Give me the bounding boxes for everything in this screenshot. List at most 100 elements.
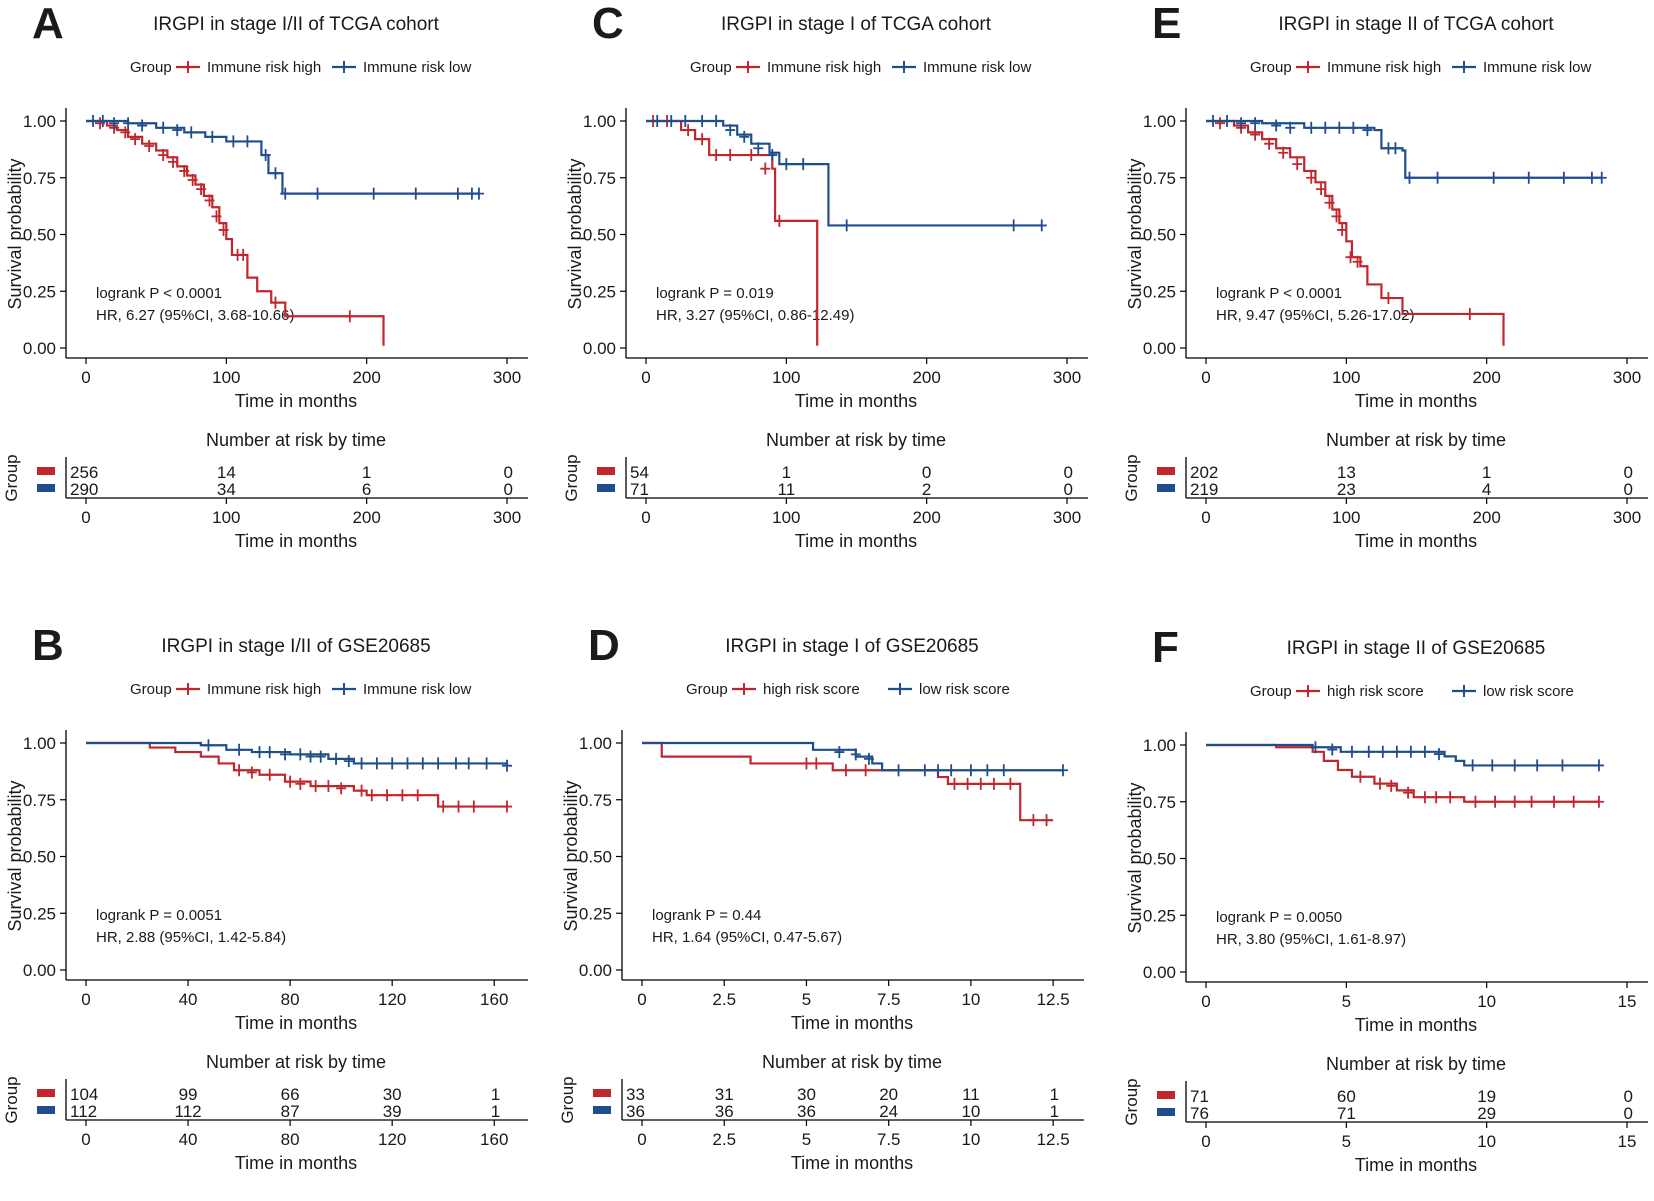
censor-mark-low xyxy=(1036,219,1047,232)
risk-count-high: 1 xyxy=(1482,463,1491,482)
chart-title: IRGPI in stage I/II of TCGA cohort xyxy=(153,14,440,35)
censor-mark-high xyxy=(760,162,771,175)
risk-count-low: 34 xyxy=(217,480,236,499)
risk-count-high: 71 xyxy=(1190,1087,1209,1106)
km-panel-c: C IRGPI in stage I of TCGA cohort Group Imm… xyxy=(562,0,1088,551)
risk-count-low: 71 xyxy=(630,480,649,499)
risk-swatch-low xyxy=(37,484,55,492)
panel-letter: C xyxy=(592,0,624,48)
risk-x-tick-label: 12.5 xyxy=(1037,1130,1070,1149)
x-tick-label: 100 xyxy=(1332,368,1360,387)
risk-table-title: Number at risk by time xyxy=(766,430,946,450)
risk-count-low: 36 xyxy=(715,1102,734,1121)
censor-mark-low xyxy=(893,764,904,777)
censor-mark-low xyxy=(1596,171,1607,184)
risk-count-high: 33 xyxy=(626,1085,645,1104)
x-axis-label: Time in months xyxy=(1355,391,1477,411)
y-tick-label: 0.75 xyxy=(583,169,616,188)
censor-mark-high xyxy=(1337,223,1348,236)
risk-count-high: 0 xyxy=(922,463,931,482)
km-curve-high xyxy=(86,119,385,346)
panel-letter: E xyxy=(1152,0,1181,48)
y-axis-label: Survival probability xyxy=(565,158,585,309)
censor-mark-low xyxy=(1327,743,1338,756)
km-curve-low xyxy=(1206,119,1602,179)
censor-mark-low xyxy=(254,746,265,759)
censor-mark-high xyxy=(1386,779,1397,792)
censor-mark-high xyxy=(1464,307,1475,320)
risk-x-tick-label: 5 xyxy=(1342,1132,1351,1151)
censor-mark-high xyxy=(1431,791,1442,804)
risk-x-tick-label: 0 xyxy=(637,1130,646,1149)
censor-mark-low xyxy=(767,149,778,162)
hr-text: HR, 3.80 (95%CI, 1.61-8.97) xyxy=(1216,931,1406,948)
censor-mark-low xyxy=(463,757,474,770)
legend-label-high: high risk score xyxy=(1327,683,1424,700)
risk-x-tick-label: 0 xyxy=(81,508,90,527)
censor-mark-high xyxy=(264,768,275,781)
censor-mark-high xyxy=(336,782,347,795)
risk-count-low: 112 xyxy=(175,1102,202,1121)
x-tick-label: 15 xyxy=(1618,992,1637,1011)
x-tick-label: 0 xyxy=(1201,992,1210,1011)
logrank-text: logrank P < 0.0001 xyxy=(1216,285,1342,302)
censor-mark-low xyxy=(933,764,944,777)
risk-count-low: 4 xyxy=(1482,480,1491,499)
panel-letter: A xyxy=(32,0,64,48)
logrank-text: logrank P < 0.0001 xyxy=(96,285,222,302)
legend-title: Group xyxy=(1250,59,1292,76)
risk-x-tick-label: 80 xyxy=(281,1130,300,1149)
x-tick-label: 2.5 xyxy=(712,990,736,1009)
legend: Group Immune risk high Immune risk low xyxy=(1250,59,1592,76)
censor-mark-high xyxy=(234,764,245,777)
censor-mark-low xyxy=(1532,759,1543,772)
km-panel-e: E IRGPI in stage II of TCGA cohort Group Im… xyxy=(1122,0,1648,551)
x-tick-label: 10 xyxy=(961,990,980,1009)
risk-count-high: 60 xyxy=(1337,1087,1356,1106)
censor-mark-high xyxy=(453,800,464,813)
censor-mark-low xyxy=(965,764,976,777)
risk-x-tick-label: 200 xyxy=(912,508,940,527)
censor-mark-low xyxy=(186,126,197,139)
x-tick-label: 120 xyxy=(378,990,406,1009)
risk-count-high: 31 xyxy=(715,1085,734,1104)
risk-count-high: 13 xyxy=(1337,463,1356,482)
risk-x-tick-label: 5 xyxy=(802,1130,811,1149)
censor-mark-high xyxy=(204,194,215,207)
censor-mark-low xyxy=(753,142,764,155)
y-tick-label: 1.00 xyxy=(1143,736,1176,755)
km-curve-high xyxy=(86,741,507,808)
risk-count-low: 2 xyxy=(922,480,931,499)
legend-label-low: Immune risk low xyxy=(363,59,472,76)
censor-mark-high xyxy=(1490,795,1501,808)
risk-x-tick-label: 300 xyxy=(493,508,521,527)
x-tick-label: 200 xyxy=(352,368,380,387)
y-tick-label: 0.25 xyxy=(1143,282,1176,301)
censor-mark-low xyxy=(371,757,382,770)
censor-mark-high xyxy=(1470,795,1481,808)
censor-mark-high xyxy=(1215,117,1226,130)
y-axis-label: Survival probability xyxy=(561,780,581,931)
censor-mark-low xyxy=(919,764,930,777)
legend: Group Immune risk high Immune risk low xyxy=(130,681,472,698)
risk-count-low: 0 xyxy=(1624,480,1633,499)
risk-x-axis-label: Time in months xyxy=(235,1153,357,1173)
x-tick-label: 40 xyxy=(179,990,198,1009)
x-tick-label: 300 xyxy=(1053,368,1081,387)
censor-mark-low xyxy=(368,187,379,200)
x-tick-label: 100 xyxy=(212,368,240,387)
censor-mark-high xyxy=(1526,795,1537,808)
risk-table: Number at risk by time Group 256 14 1 0 290 34 6… xyxy=(2,430,528,551)
censor-mark-high xyxy=(1352,255,1363,268)
risk-count-low: 6 xyxy=(362,480,371,499)
x-tick-label: 0 xyxy=(637,990,646,1009)
censor-mark-high xyxy=(144,139,155,152)
y-tick-label: 0.00 xyxy=(23,339,56,358)
y-tick-label: 0.00 xyxy=(579,961,612,980)
risk-swatch-high xyxy=(37,1089,55,1097)
hr-text: HR, 3.27 (95%CI, 0.86-12.49) xyxy=(656,307,854,324)
censor-mark-high xyxy=(502,800,512,813)
censor-mark-low xyxy=(264,746,275,759)
censor-mark-low xyxy=(203,739,214,752)
risk-swatch-low xyxy=(593,1106,611,1114)
